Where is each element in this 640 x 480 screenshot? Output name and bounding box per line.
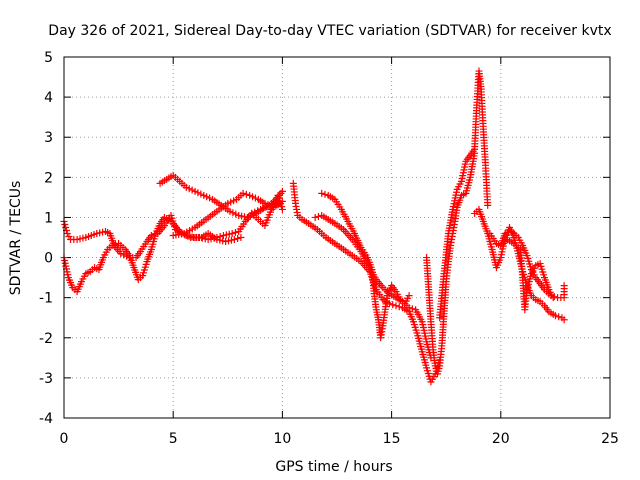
data-point	[405, 292, 413, 300]
y-tick-label: -1	[39, 291, 53, 307]
data-point	[231, 228, 239, 236]
data-point	[108, 242, 116, 250]
y-tick-label: 2	[44, 170, 53, 186]
data-point	[278, 187, 286, 195]
series-track-h	[318, 189, 413, 342]
data-point	[65, 232, 73, 240]
y-tick-label: -3	[39, 371, 53, 387]
data-point	[501, 229, 509, 237]
data-point	[504, 228, 512, 236]
x-tick-label: 10	[273, 431, 291, 447]
series-track-k	[471, 205, 568, 324]
y-tick-label: -2	[39, 331, 53, 347]
data-point	[560, 316, 568, 324]
data-point	[560, 282, 568, 290]
x-tick-label: 0	[60, 431, 69, 447]
data-point	[62, 223, 70, 231]
data-point	[405, 304, 413, 312]
y-tick-label: 4	[44, 90, 53, 106]
data-point	[408, 305, 416, 313]
data-point	[278, 205, 286, 213]
y-tick-label: -4	[39, 411, 53, 427]
data-point	[230, 236, 238, 244]
data-point	[549, 294, 557, 302]
data-point	[239, 189, 247, 197]
tick-labels: 0 5 10 15 20 25 -4 -3 -2 -1 0 1 2 3 4 5	[39, 50, 619, 447]
x-tick-label: 15	[383, 431, 401, 447]
data-point	[551, 312, 559, 320]
data-point	[484, 201, 492, 209]
x-tick-label: 20	[492, 431, 510, 447]
x-axis-label: GPS time / hours	[275, 459, 392, 475]
y-tick-label: 0	[44, 251, 53, 267]
data-point	[234, 235, 242, 243]
data-point	[318, 189, 326, 197]
data-point	[228, 229, 236, 237]
series-track-e	[248, 191, 286, 229]
data-point	[389, 301, 397, 309]
gridlines	[64, 57, 610, 418]
data-point	[237, 234, 245, 241]
data-points	[60, 67, 568, 386]
series-track-b	[60, 213, 245, 296]
data-point	[111, 241, 119, 249]
plot-frame	[63, 56, 611, 419]
data-point	[555, 313, 563, 321]
series-track-i	[423, 149, 479, 378]
data-point	[242, 190, 250, 198]
data-point	[63, 229, 71, 237]
x-tick-label: 5	[169, 431, 178, 447]
y-tick-label: 5	[44, 50, 53, 66]
y-tick-label: 1	[44, 210, 53, 226]
data-point	[311, 213, 319, 221]
series-track-j	[436, 67, 492, 322]
data-point	[392, 302, 400, 310]
chart-title: Day 326 of 2021, Sidereal Day-to-day VTE…	[48, 23, 611, 39]
series-track-m	[497, 236, 557, 314]
x-tick-label: 25	[601, 431, 619, 447]
data-point	[61, 220, 69, 228]
data-point	[321, 190, 329, 198]
y-axis-label: SDTVAR / TECUs	[8, 181, 24, 296]
y-tick-label: 3	[44, 130, 53, 146]
data-point	[395, 303, 403, 311]
